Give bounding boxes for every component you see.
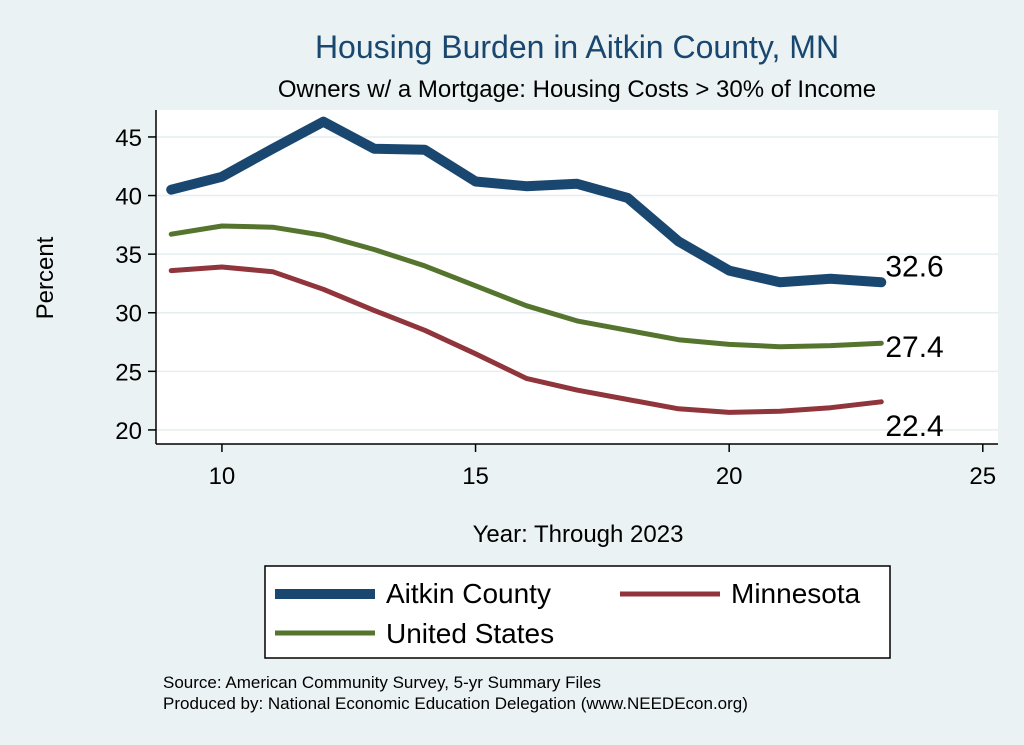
y-tick-label: 20 — [115, 418, 142, 445]
series-line-united-states — [168, 223, 884, 350]
produced-note: Produced by: National Economic Education… — [163, 694, 748, 713]
legend: Aitkin County Minnesota United States — [264, 565, 891, 659]
chart-title: Housing Burden in Aitkin County, MN — [315, 29, 839, 65]
end-label-minnesota: 22.4 — [885, 410, 943, 443]
x-tick-label: 20 — [716, 463, 743, 490]
y-tick-label: 40 — [115, 184, 142, 211]
legend-label-minnesota: Minnesota — [731, 578, 861, 609]
axes: 20 25 30 35 40 45 10 15 20 25 — [115, 110, 998, 490]
end-label-aitkin-county: 32.6 — [885, 250, 943, 283]
legend-label-us: United States — [386, 618, 554, 649]
end-labels: 32.6 22.4 27.4 — [885, 250, 943, 443]
source-note: Source: American Community Survey, 5-yr … — [163, 673, 601, 692]
x-tick-label: 15 — [462, 463, 489, 490]
y-tick-label: 30 — [115, 301, 142, 328]
series-line-aitkin-county — [166, 116, 887, 288]
series-line-minnesota — [168, 264, 884, 415]
series-lines — [166, 116, 887, 415]
y-tick-label: 25 — [115, 359, 142, 386]
x-tick-label: 10 — [209, 463, 236, 490]
y-tick-label: 35 — [115, 242, 142, 269]
x-axis-title: Year: Through 2023 — [473, 521, 684, 548]
y-axis-title: Percent — [32, 236, 59, 319]
legend-box — [264, 565, 891, 659]
chart-subtitle: Owners w/ a Mortgage: Housing Costs > 30… — [278, 76, 876, 103]
y-tick-label: 45 — [115, 125, 142, 152]
legend-label-aitkin: Aitkin County — [386, 578, 551, 609]
end-label-united-states: 27.4 — [885, 331, 943, 364]
x-tick-label: 25 — [969, 463, 996, 490]
